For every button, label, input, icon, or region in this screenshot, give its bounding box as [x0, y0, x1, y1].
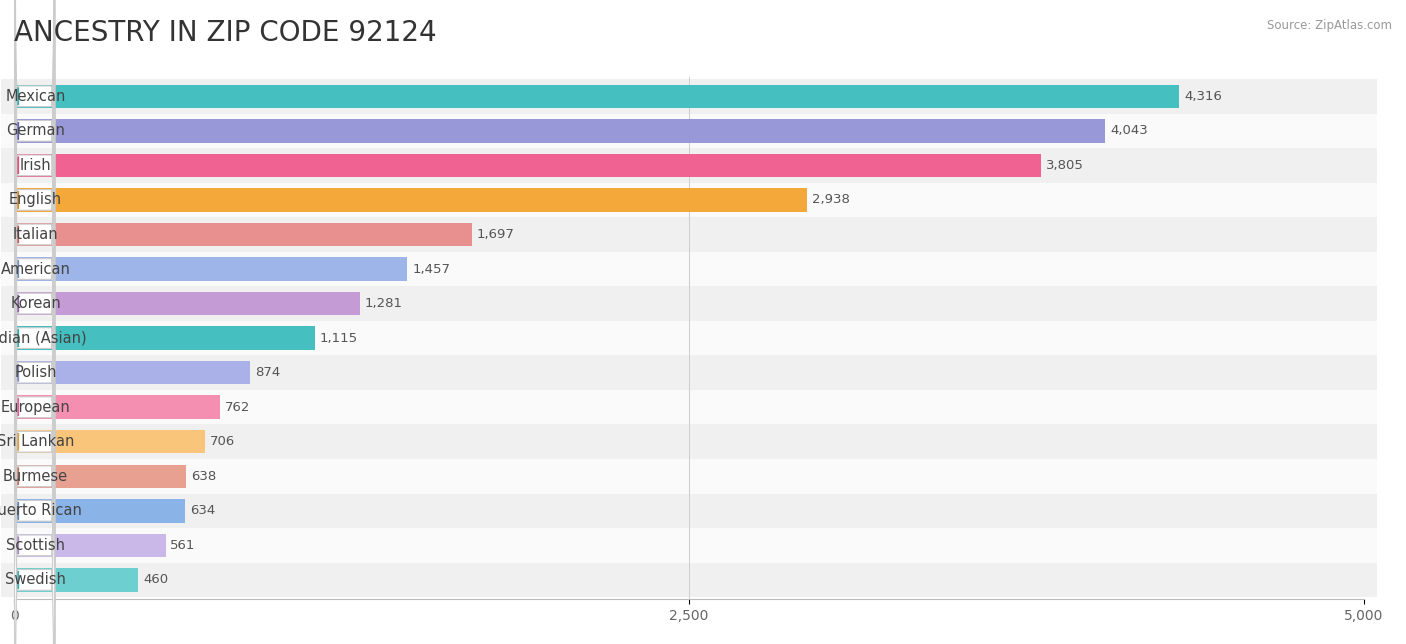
Bar: [14, 257, 408, 281]
Text: Puerto Rican: Puerto Rican: [0, 504, 82, 518]
FancyBboxPatch shape: [0, 183, 1378, 217]
FancyBboxPatch shape: [14, 37, 55, 644]
Text: 706: 706: [209, 435, 235, 448]
Text: 1,281: 1,281: [364, 297, 402, 310]
FancyBboxPatch shape: [0, 563, 1378, 597]
FancyBboxPatch shape: [0, 528, 1378, 563]
Bar: [14, 361, 250, 384]
FancyBboxPatch shape: [0, 287, 1378, 321]
FancyBboxPatch shape: [0, 217, 1378, 252]
Bar: [14, 223, 472, 246]
FancyBboxPatch shape: [0, 148, 1378, 183]
Text: 2,938: 2,938: [813, 193, 849, 207]
FancyBboxPatch shape: [0, 459, 1378, 493]
FancyBboxPatch shape: [14, 141, 55, 644]
Text: 561: 561: [170, 539, 195, 552]
Text: Italian: Italian: [13, 227, 59, 242]
Text: 460: 460: [143, 573, 169, 587]
Bar: [14, 119, 1105, 142]
FancyBboxPatch shape: [14, 176, 55, 644]
Text: 3,805: 3,805: [1046, 159, 1084, 172]
Text: English: English: [8, 193, 62, 207]
Text: American: American: [1, 261, 70, 276]
FancyBboxPatch shape: [14, 0, 55, 644]
FancyBboxPatch shape: [14, 3, 55, 644]
FancyBboxPatch shape: [14, 0, 55, 644]
Bar: [14, 534, 166, 557]
Bar: [14, 327, 315, 350]
Bar: [14, 154, 1042, 177]
FancyBboxPatch shape: [0, 321, 1378, 355]
FancyBboxPatch shape: [0, 252, 1378, 287]
Text: Indian (Asian): Indian (Asian): [0, 330, 86, 346]
Text: German: German: [6, 123, 65, 138]
Text: Irish: Irish: [20, 158, 52, 173]
FancyBboxPatch shape: [14, 0, 55, 644]
FancyBboxPatch shape: [14, 0, 55, 639]
Bar: [14, 188, 807, 212]
Text: 4,043: 4,043: [1111, 124, 1149, 137]
Text: Korean: Korean: [10, 296, 60, 311]
Text: 1,697: 1,697: [477, 228, 515, 241]
FancyBboxPatch shape: [0, 355, 1378, 390]
Text: 634: 634: [190, 504, 215, 517]
FancyBboxPatch shape: [14, 72, 55, 644]
FancyBboxPatch shape: [14, 0, 55, 500]
FancyBboxPatch shape: [0, 390, 1378, 424]
FancyBboxPatch shape: [0, 79, 1378, 113]
FancyBboxPatch shape: [14, 107, 55, 644]
FancyBboxPatch shape: [0, 113, 1378, 148]
Text: Scottish: Scottish: [6, 538, 65, 553]
Text: European: European: [1, 400, 70, 415]
FancyBboxPatch shape: [0, 493, 1378, 528]
Text: Swedish: Swedish: [6, 573, 66, 587]
Text: 762: 762: [225, 401, 250, 413]
FancyBboxPatch shape: [14, 0, 55, 644]
Text: 1,115: 1,115: [321, 332, 359, 345]
Text: Burmese: Burmese: [3, 469, 69, 484]
Bar: [14, 292, 360, 316]
FancyBboxPatch shape: [14, 0, 55, 569]
Text: ANCESTRY IN ZIP CODE 92124: ANCESTRY IN ZIP CODE 92124: [14, 19, 437, 47]
Text: Mexican: Mexican: [6, 89, 66, 104]
Text: Sri Lankan: Sri Lankan: [0, 434, 75, 450]
Bar: [14, 499, 186, 522]
Text: Source: ZipAtlas.com: Source: ZipAtlas.com: [1267, 19, 1392, 32]
Bar: [14, 568, 138, 592]
Text: 874: 874: [254, 366, 280, 379]
Text: Polish: Polish: [14, 365, 56, 380]
FancyBboxPatch shape: [14, 0, 55, 535]
Text: 4,316: 4,316: [1184, 90, 1222, 103]
Bar: [14, 430, 205, 453]
Bar: [14, 84, 1180, 108]
Text: 638: 638: [191, 469, 217, 483]
Text: 1,457: 1,457: [412, 263, 450, 276]
FancyBboxPatch shape: [0, 424, 1378, 459]
Bar: [14, 395, 219, 419]
Bar: [14, 464, 186, 488]
FancyBboxPatch shape: [14, 0, 55, 604]
